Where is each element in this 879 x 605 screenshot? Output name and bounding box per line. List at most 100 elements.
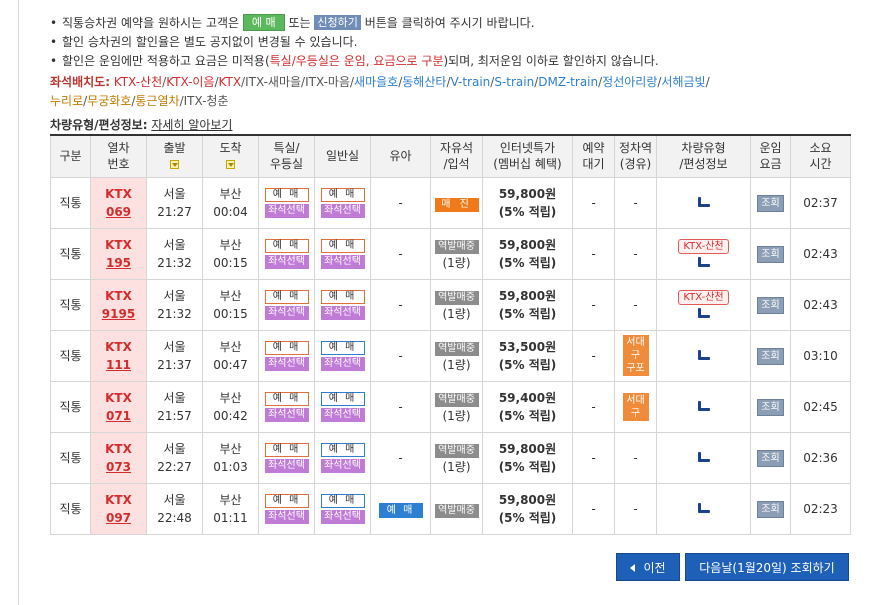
fare-inquiry-button[interactable]: 조회 [757,246,784,263]
cell-type: 직통 [50,380,91,433]
general-seat-select-button[interactable]: 좌석선택 [320,509,365,524]
header-duration: 소요 시간 [790,135,851,178]
seat-icon[interactable] [697,197,711,209]
cell-depart: 서울 21:27 [146,176,203,229]
train-no-link[interactable]: 073 [105,459,132,474]
seat-icon[interactable] [697,452,711,464]
seat-layout-link[interactable]: KTX-이음 [166,75,215,89]
prev-button[interactable]: 이전 [616,553,680,581]
train-no-link[interactable]: 097 [105,510,132,525]
train-no-link[interactable]: 9195 [101,306,136,321]
general-seat-select-button[interactable]: 좌석선택 [320,203,365,218]
seat-layout-link[interactable]: 통근열차 [135,94,180,108]
general-reserve-button[interactable]: 예 매 [320,238,365,253]
cell-type: 직통 [50,227,91,280]
stop-station-tag[interactable]: 서대구 구포 [622,335,649,376]
sort-icon[interactable] [226,160,235,170]
special-seat-select-button[interactable]: 좌석선택 [264,254,309,269]
train-no-link[interactable]: 069 [105,204,132,219]
general-seat-select-button[interactable]: 좌석선택 [320,254,365,269]
special-seat-select-button[interactable]: 좌석선택 [264,203,309,218]
general-reserve-button[interactable]: 예 매 [320,289,365,304]
fare-inquiry-button[interactable]: 조회 [757,399,784,416]
special-reserve-button[interactable]: 예 매 [264,289,309,304]
infant-reserve-button[interactable]: 예 매 [378,502,423,518]
cell-free-seat: 역발매중 (1량) [430,329,483,382]
cell-train-no[interactable]: KTX 9195 [90,278,147,331]
general-reserve-button[interactable]: 예 매 [320,442,365,457]
seat-icon[interactable] [697,257,711,269]
fare-inquiry-button[interactable]: 조회 [757,501,784,518]
fare-inquiry-button[interactable]: 조회 [757,348,784,365]
cell-arrive: 부산 01:03 [202,431,259,484]
seat-icon[interactable] [697,503,711,515]
general-seat-select-button[interactable]: 좌석선택 [320,458,365,473]
cell-fare: 조회 [750,380,791,433]
cell-train-no[interactable]: KTX 069 [90,176,147,229]
cell-train-no[interactable]: KTX 111 [90,329,147,382]
stop-station-tag[interactable]: 서대구 [622,392,649,421]
seat-layout-link[interactable]: 동해산타 [402,75,447,89]
cell-general: 예 매 좌석선택 [314,380,371,433]
seat-layout-link[interactable]: 새마을호 [354,75,399,89]
cell-general: 예 매 좌석선택 [314,176,371,229]
seat-layout-link[interactable]: 무궁화호 [87,94,132,108]
seat-layout-link[interactable]: KTX [218,75,242,89]
seat-layout-link[interactable]: DMZ-train [538,75,599,89]
header-depart[interactable]: 출발 [146,135,203,178]
train-no-link[interactable]: 195 [105,255,132,270]
header-type: 구분 [50,135,91,178]
seat-icon[interactable] [697,350,711,362]
special-reserve-button[interactable]: 예 매 [264,442,309,457]
sort-icon[interactable] [170,160,179,170]
cell-internet-price: 59,800원 (5% 적립) [482,431,573,484]
special-seat-select-button[interactable]: 좌석선택 [264,407,309,422]
special-reserve-button[interactable]: 예 매 [264,238,309,253]
next-day-button[interactable]: 다음날(1월20일) 조회하기 [685,553,849,581]
cell-special: 예 매 좌석선택 [258,482,315,535]
special-seat-select-button[interactable]: 좌석선택 [264,305,309,320]
seat-layout-link[interactable]: 서해금빛 [661,75,706,89]
cell-free-seat: 역발매중 (1량) [430,431,483,484]
seat-layout-link[interactable]: 정선아리랑 [602,75,658,89]
seat-layout-link[interactable]: KTX-산천 [113,75,163,89]
cell-train-no[interactable]: KTX 195 [90,227,147,280]
cell-general: 예 매 좌석선택 [314,431,371,484]
seat-layout-link[interactable]: ITX-마음 [305,75,350,89]
cell-train-no[interactable]: KTX 071 [90,380,147,433]
special-seat-select-button[interactable]: 좌석선택 [264,458,309,473]
seat-layout-link[interactable]: 누리로 [50,94,84,108]
fare-inquiry-button[interactable]: 조회 [757,195,784,212]
special-reserve-button[interactable]: 예 매 [264,340,309,355]
cell-waitlist: - [572,278,615,331]
cell-train-no[interactable]: KTX 097 [90,482,147,535]
fare-inquiry-button[interactable]: 조회 [757,297,784,314]
general-reserve-button[interactable]: 예 매 [320,187,365,202]
cell-train-no[interactable]: KTX 073 [90,431,147,484]
car-type-detail-link[interactable]: 자세히 알아보기 [151,118,233,132]
general-seat-select-button[interactable]: 좌석선택 [320,407,365,422]
special-seat-select-button[interactable]: 좌석선택 [264,509,309,524]
train-no-link[interactable]: 111 [105,357,132,372]
seat-icon[interactable] [697,401,711,413]
special-seat-select-button[interactable]: 좌석선택 [264,356,309,371]
general-seat-select-button[interactable]: 좌석선택 [320,356,365,371]
seat-layout-link[interactable]: ITX-새마을 [245,75,302,89]
general-reserve-button[interactable]: 예 매 [320,340,365,355]
train-no-link[interactable]: 071 [105,408,132,423]
general-reserve-button[interactable]: 예 매 [320,391,365,406]
special-reserve-button[interactable]: 예 매 [264,391,309,406]
seat-icon[interactable] [697,308,711,320]
seat-layout-link[interactable]: V-train [450,75,491,89]
car-type-tag[interactable]: KTX-산천 [678,289,729,305]
header-arrive[interactable]: 도착 [202,135,259,178]
car-type-tag[interactable]: KTX-산천 [678,238,729,254]
general-seat-select-button[interactable]: 좌석선택 [320,305,365,320]
fare-inquiry-button[interactable]: 조회 [757,450,784,467]
seat-layout-link[interactable]: S-train [494,75,535,89]
special-reserve-button[interactable]: 예 매 [264,187,309,202]
seat-layout-link[interactable]: ITX-청춘 [183,94,229,108]
special-reserve-button[interactable]: 예 매 [264,493,309,508]
general-reserve-button[interactable]: 예 매 [320,493,365,508]
cell-type: 직통 [50,482,91,535]
